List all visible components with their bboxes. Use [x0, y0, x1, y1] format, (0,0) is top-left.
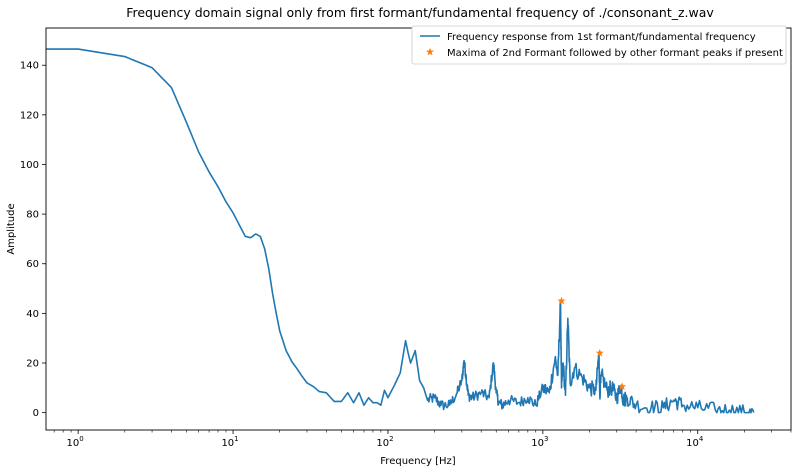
x-tick-label: 104 [686, 435, 704, 449]
x-tick-label: 100 [67, 435, 84, 449]
y-axis-ticks: 0 20 40 60 80 100 120 140 [20, 61, 46, 419]
formant-peak-markers [557, 296, 627, 390]
x-tick-base: 10 [376, 438, 389, 449]
series-line-frequency-response [46, 48, 755, 414]
x-tick-base: 10 [686, 438, 699, 449]
x-tick-exponent: 0 [79, 435, 83, 443]
y-tick-label: 0 [33, 408, 39, 419]
x-tick-base: 10 [221, 438, 234, 449]
legend-entry-response: Frequency response from 1st formant/fund… [447, 32, 756, 43]
formant-peak-star [557, 296, 566, 305]
legend-entry-maxima: Maxima of 2nd Formant followed by other … [447, 48, 783, 59]
x-axis-label: Frequency [Hz] [380, 456, 456, 467]
x-tick-label: 103 [531, 435, 548, 449]
formant-peak-star [618, 382, 627, 390]
y-tick-label: 100 [20, 160, 39, 171]
x-tick-label: 101 [221, 435, 238, 449]
y-tick-label: 60 [26, 259, 39, 270]
y-tick-label: 40 [26, 309, 39, 320]
x-axis-ticks: 100 101 102 103 104 [53, 430, 792, 449]
x-tick-label: 102 [376, 435, 393, 449]
y-tick-label: 20 [26, 359, 39, 370]
x-tick-base: 10 [67, 438, 80, 449]
x-tick-base: 10 [531, 438, 544, 449]
x-tick-exponent: 2 [389, 435, 393, 443]
y-tick-label: 140 [20, 61, 39, 72]
legend-star-swatch [426, 47, 434, 56]
legend-box [411, 25, 787, 65]
chart-title: Frequency domain signal only from first … [126, 5, 714, 20]
legend: Frequency response from 1st formant/fund… [411, 25, 787, 65]
x-tick-exponent: 1 [234, 435, 238, 443]
x-tick-exponent: 4 [699, 435, 704, 443]
y-tick-label: 120 [20, 110, 39, 121]
formant-peak-star [595, 348, 604, 357]
y-axis-label: Amplitude [6, 203, 17, 254]
y-tick-label: 80 [26, 210, 39, 221]
x-tick-exponent: 3 [544, 435, 548, 443]
